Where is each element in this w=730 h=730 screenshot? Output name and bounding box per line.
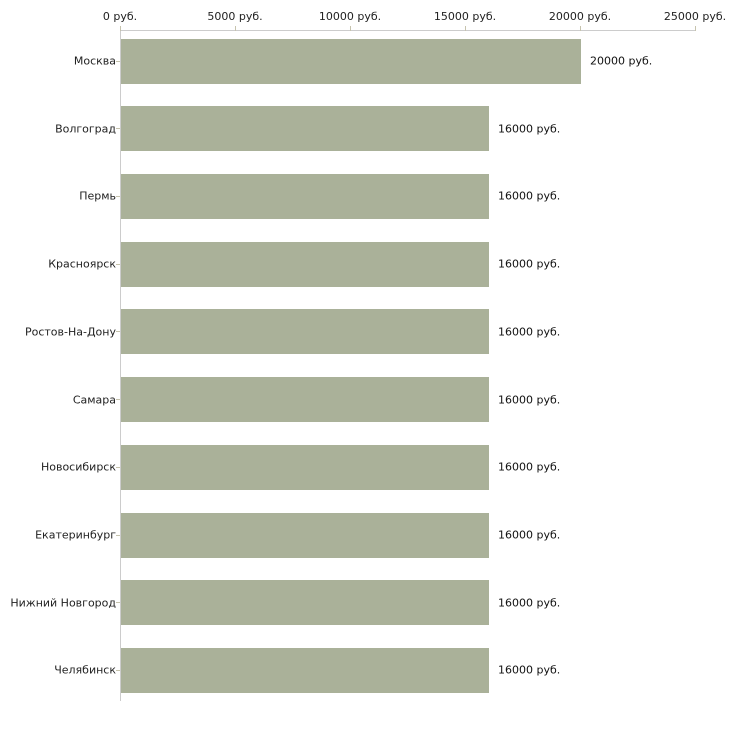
x-axis-tick-label: 25000 руб. (663, 10, 727, 23)
bar[interactable] (121, 444, 489, 490)
x-axis-tick-label: 5000 руб. (207, 10, 263, 23)
category-label: Новосибирск (40, 460, 116, 474)
bar-row: Челябинск 16000 руб. (0, 647, 730, 693)
category-label: Красноярск (48, 257, 116, 271)
x-axis-line (120, 30, 696, 31)
bar[interactable] (121, 647, 489, 693)
bar-row: Красноярск 16000 руб. (0, 241, 730, 287)
y-axis-tick (116, 60, 120, 62)
bar[interactable] (121, 106, 489, 152)
value-label: 16000 руб. (498, 122, 561, 136)
bar[interactable] (121, 173, 489, 219)
value-label: 16000 руб. (498, 257, 561, 271)
bar-row: Самара 16000 руб. (0, 377, 730, 423)
bar[interactable] (121, 580, 489, 626)
y-axis-tick (116, 669, 120, 671)
x-axis-tick (465, 26, 466, 31)
y-axis-tick (116, 534, 120, 536)
bar-row: Екатеринбург 16000 руб. (0, 512, 730, 558)
bar-row: Новосибирск 16000 руб. (0, 444, 730, 490)
value-label: 16000 руб. (498, 528, 561, 542)
x-axis-tick (235, 26, 236, 31)
y-axis-tick (116, 399, 120, 401)
value-label: 16000 руб. (498, 325, 561, 339)
x-axis-tick-label: 20000 руб. (548, 10, 612, 23)
x-axis-tick (580, 26, 581, 31)
category-label: Волгоград (55, 122, 116, 136)
y-axis-tick (116, 602, 120, 604)
category-label: Ростов-На-Дону (24, 325, 116, 339)
value-label: 16000 руб. (498, 189, 561, 203)
bar-row: Москва 20000 руб. (0, 38, 730, 84)
x-axis-tick-label: 10000 руб. (318, 10, 382, 23)
category-label: Пермь (79, 189, 116, 203)
bar-row: Ростов-На-Дону 16000 руб. (0, 309, 730, 355)
category-label: Самара (72, 393, 116, 407)
x-axis-tick-label: 0 руб. (102, 10, 138, 23)
category-label: Челябинск (54, 663, 116, 677)
bar[interactable] (121, 38, 581, 84)
y-axis-tick (116, 195, 120, 197)
y-axis-line (120, 30, 121, 701)
y-axis-tick (116, 263, 120, 265)
x-axis-tick (120, 26, 121, 31)
value-label: 16000 руб. (498, 460, 561, 474)
category-label: Екатеринбург (35, 528, 116, 542)
bar-row: Пермь 16000 руб. (0, 173, 730, 219)
x-axis-tick (350, 26, 351, 31)
y-axis-tick (116, 128, 120, 130)
x-axis-tick-label: 15000 руб. (433, 10, 497, 23)
category-label: Нижний Новгород (10, 596, 116, 610)
y-axis-tick (116, 331, 120, 333)
bar[interactable] (121, 241, 489, 287)
bar[interactable] (121, 512, 489, 558)
bar-row: Волгоград 16000 руб. (0, 106, 730, 152)
bar[interactable] (121, 309, 489, 355)
bar-row: Нижний Новгород 16000 руб. (0, 580, 730, 626)
bar[interactable] (121, 377, 489, 423)
value-label: 16000 руб. (498, 393, 561, 407)
value-label: 20000 руб. (590, 54, 653, 68)
category-label: Москва (73, 54, 116, 68)
x-axis-tick (695, 26, 696, 31)
value-label: 16000 руб. (498, 596, 561, 610)
y-axis-tick (116, 466, 120, 468)
value-label: 16000 руб. (498, 663, 561, 677)
